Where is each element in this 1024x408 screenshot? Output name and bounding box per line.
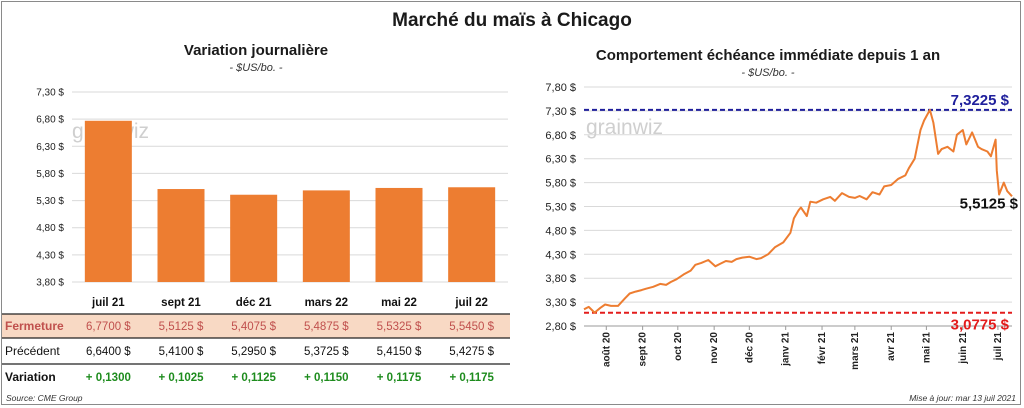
bar-category-label: juil 22 <box>454 297 488 309</box>
x-tick-label: mars 21 <box>850 332 861 370</box>
line-ytick-label: 6,30 $ <box>545 154 576 166</box>
bar <box>448 187 496 282</box>
x-tick-label: juil 21 <box>993 332 1004 362</box>
grainwiz-watermark: grainwiz <box>586 116 663 139</box>
line-ytick-label: 3,30 $ <box>545 297 576 309</box>
x-tick-label: janv 21 <box>781 332 792 367</box>
fermeture-row-bg <box>2 314 510 338</box>
variation-cell: + 0,1175 <box>377 372 422 384</box>
bar <box>302 190 350 282</box>
bar <box>84 120 132 283</box>
line-chart: 2,80 $ 3,30 $ 3,80 $ 4,30 $ 4,80 $ 5,30 $ 5,80… <box>545 82 1019 370</box>
line-ytick-label: 4,30 $ <box>545 249 576 261</box>
bar-ytick-label: 6,30 $ <box>36 142 64 153</box>
bar-category-label: sept 21 <box>161 297 201 309</box>
bar-ytick-label: 5,80 $ <box>36 169 64 180</box>
bar-ytick-label: 6,80 $ <box>36 115 64 126</box>
line-ytick-label: 7,30 $ <box>545 106 576 118</box>
fermeture-cell: 5,5325 $ <box>377 321 422 333</box>
x-tick-label: févr 21 <box>817 332 828 365</box>
precedent-cell: 5,4150 $ <box>377 346 422 358</box>
precedent-cell: 5,3725 $ <box>304 346 349 358</box>
row-label-fermeture: Fermeture <box>5 319 64 333</box>
bar-category-label: juil 21 <box>91 297 125 309</box>
fermeture-cell: 5,4075 $ <box>231 321 276 333</box>
right-subtitle: Comportement échéance immédiate depuis 1… <box>595 47 941 64</box>
variation-cell: + 0,1025 <box>158 372 204 384</box>
line-ytick-label: 5,30 $ <box>545 202 576 214</box>
variation-cell: + 0,1150 <box>304 372 348 384</box>
x-tick-label: nov 20 <box>709 332 720 364</box>
x-tick-label: juin 21 <box>958 332 969 365</box>
precedent-cell: 5,2950 $ <box>231 346 276 358</box>
fermeture-cell: 5,4875 $ <box>304 321 349 333</box>
fermeture-cell: 6,7700 $ <box>86 321 131 333</box>
bar-ytick-label: 4,30 $ <box>36 250 64 261</box>
bar <box>157 189 205 282</box>
update-note: Mise à jour: mar 13 juil 2021 <box>909 393 1016 403</box>
x-tick-label: déc 20 <box>744 332 755 364</box>
x-tick-label: août 20 <box>601 332 612 367</box>
line-ytick-label: 6,80 $ <box>545 130 576 142</box>
bar-category-label: mars 22 <box>305 297 348 309</box>
bar-category-label: déc 21 <box>236 297 272 309</box>
line-ytick-label: 2,80 $ <box>545 321 576 333</box>
variation-cell: + 0,1300 <box>86 372 131 384</box>
bar <box>230 194 278 282</box>
line-ytick-label: 3,80 $ <box>545 273 576 285</box>
x-tick-label: sept 20 <box>638 332 649 367</box>
bar-category-label: mai 22 <box>381 297 417 309</box>
max-value-label: 7,3225 $ <box>951 92 1010 109</box>
bar-ytick-label: 4,80 $ <box>36 223 64 234</box>
fermeture-cell: 5,5450 $ <box>449 321 494 333</box>
precedent-cell: 6,6400 $ <box>86 346 131 358</box>
bar-ytick-label: 7,30 $ <box>36 88 64 99</box>
bar-ytick-label: 5,30 $ <box>36 196 64 207</box>
line-ytick-label: 7,80 $ <box>545 82 576 94</box>
row-label-variation: Variation <box>5 370 56 384</box>
main-title: Marché du maïs à Chicago <box>392 10 632 31</box>
bar <box>375 187 423 282</box>
variation-cell: + 0,1125 <box>231 372 276 384</box>
x-tick-label: avr 21 <box>886 332 897 361</box>
line-ytick-label: 5,80 $ <box>545 178 576 190</box>
x-tick-label: oct 20 <box>673 332 684 361</box>
bar-ytick-label: 3,80 $ <box>36 278 64 289</box>
price-series-line <box>583 108 1013 314</box>
source-note: Source: CME Group <box>6 393 83 403</box>
left-unit: - $US/bo. - <box>229 62 283 74</box>
x-tick-label: mai 21 <box>921 332 932 364</box>
left-subtitle: Variation journalière <box>183 42 329 59</box>
variation-cell: + 0,1175 <box>449 372 494 384</box>
right-unit: - $US/bo. - <box>741 67 795 79</box>
precedent-cell: 5,4100 $ <box>159 346 204 358</box>
row-label-precedent: Précédent <box>5 344 60 358</box>
fermeture-cell: 5,5125 $ <box>159 321 204 333</box>
last-value-label: 5,5125 $ <box>960 195 1019 212</box>
precedent-cell: 5,4275 $ <box>449 346 494 358</box>
min-value-label: 3,0775 $ <box>951 317 1010 334</box>
bar-chart: 3,80 $ 4,30 $ 4,80 $ 5,30 $ 5,80 $ 6,30 $ 6,80… <box>2 88 510 384</box>
line-ytick-label: 4,80 $ <box>545 225 576 237</box>
